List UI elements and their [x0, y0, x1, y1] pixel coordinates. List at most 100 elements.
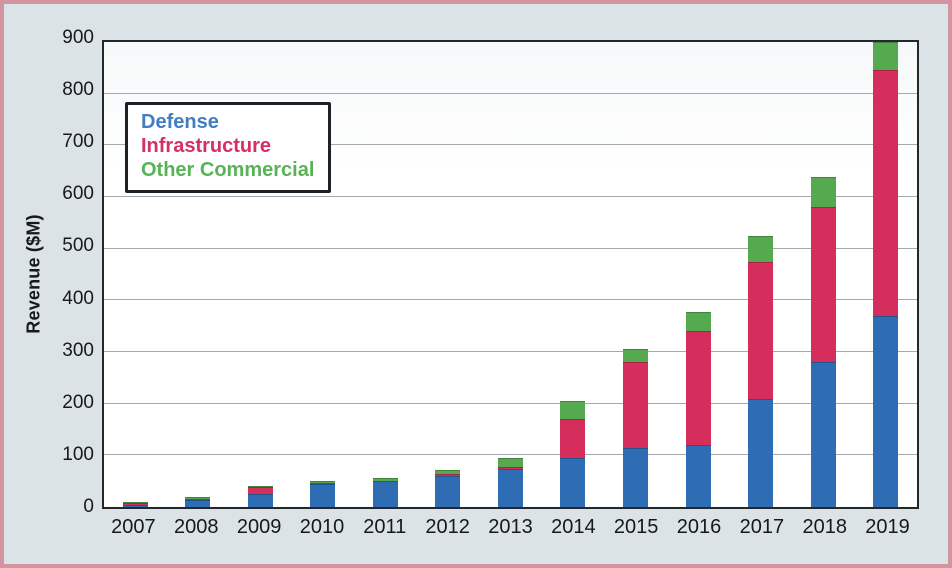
bar-segment-defense-2007: [122, 505, 148, 507]
bar-segment-infrastructure-2016: [685, 331, 711, 445]
gridline-300: [104, 351, 917, 352]
stacked-bar-2019: [873, 42, 899, 507]
gridline-100: [104, 454, 917, 456]
stacked-bar-2014: [560, 401, 586, 507]
bar-segment-other-commercial-2017: [748, 235, 774, 262]
bar-slot-2013: [479, 457, 542, 507]
x-tick-label-2017: 2017: [739, 516, 785, 538]
bar-segment-defense-2017: [748, 398, 774, 507]
stacked-bar-2009: [247, 485, 273, 507]
legend-item-other-commercial: Other Commercial: [141, 159, 315, 181]
bar-segment-other-commercial-2013: [497, 457, 523, 468]
bar-slot-2012: [417, 470, 480, 507]
stacked-bar-2013: [497, 457, 523, 507]
bar-slot-2011: [354, 478, 417, 507]
bar-segment-defense-2014: [560, 457, 586, 507]
bar-slot-2018: [792, 177, 855, 507]
x-tick-label-2015: 2015: [613, 516, 659, 538]
y-tick-label-100: 100: [62, 443, 94, 465]
stacked-bar-2010: [310, 481, 336, 507]
bar-segment-infrastructure-2007: [122, 502, 148, 506]
bar-segment-infrastructure-2015: [623, 362, 649, 448]
gridline-400: [104, 299, 917, 301]
stacked-bar-2007: [122, 502, 148, 507]
stacked-bar-2018: [810, 177, 836, 507]
y-tick-label-800: 800: [62, 79, 94, 101]
x-tick-label-2010: 2010: [299, 516, 345, 538]
bar-segment-other-commercial-2007: [122, 502, 148, 503]
bar-segment-defense-2015: [623, 447, 649, 507]
stacked-bar-2011: [372, 478, 398, 507]
gridline-600: [104, 196, 917, 197]
bar-segment-defense-2012: [435, 476, 461, 507]
x-tick-label-2012: 2012: [425, 516, 470, 538]
bar-segment-infrastructure-2011: [372, 480, 398, 482]
legend-item-defense: Defense: [141, 111, 219, 133]
y-tick-label-500: 500: [62, 235, 94, 257]
y-tick-label-700: 700: [62, 131, 94, 153]
bar-segment-infrastructure-2010: [310, 483, 336, 484]
stacked-bar-2012: [435, 470, 461, 507]
bar-slot-2019: [854, 42, 917, 507]
bar-segment-other-commercial-2014: [560, 401, 586, 420]
bar-slot-2007: [104, 502, 167, 507]
y-tick-label-0: 0: [83, 496, 94, 517]
bar-segment-infrastructure-2019: [873, 70, 899, 316]
bar-segment-other-commercial-2018: [810, 177, 836, 208]
stacked-bar-2016: [685, 312, 711, 507]
bar-segment-infrastructure-2009: [247, 487, 273, 495]
bar-segment-other-commercial-2019: [873, 42, 899, 71]
bars-layer: [104, 42, 917, 507]
bar-segment-other-commercial-2011: [372, 478, 398, 481]
legend: Defense Infrastructure Other Commercial: [125, 102, 332, 193]
bar-segment-other-commercial-2015: [623, 349, 649, 363]
y-tick-label-300: 300: [62, 339, 94, 361]
legend-item-infrastructure: Infrastructure: [141, 135, 272, 157]
stacked-bar-2017: [748, 235, 774, 507]
bar-segment-infrastructure-2014: [560, 419, 586, 458]
bar-segment-infrastructure-2008: [185, 498, 211, 500]
x-tick-label-2019: 2019: [865, 516, 910, 538]
bar-segment-defense-2013: [497, 469, 523, 507]
bar-slot-2010: [292, 481, 355, 507]
bar-slot-2016: [667, 312, 730, 507]
x-tick-label-2007: 2007: [111, 516, 156, 538]
bar-segment-other-commercial-2008: [185, 496, 211, 499]
bar-segment-infrastructure-2017: [748, 261, 774, 399]
plot-area: Defense Infrastructure Other Commercial: [102, 40, 919, 509]
x-axis-ticks: 2007 2008 2009 2010 2011 2012 2013 2014 2015 2016…: [102, 516, 919, 539]
stacked-bar-2015: [623, 349, 649, 507]
gridlines: [104, 42, 917, 507]
bar-segment-infrastructure-2012: [435, 474, 461, 476]
x-tick-label-2013: 2013: [488, 516, 533, 538]
bar-segment-defense-2008: [185, 499, 211, 507]
gridline-500: [104, 247, 917, 249]
bar-slot-2009: [229, 485, 292, 507]
x-tick-label-2008: 2008: [174, 516, 219, 538]
bar-slot-2014: [542, 401, 605, 507]
bar-segment-defense-2019: [873, 315, 899, 507]
bar-slot-2008: [167, 496, 230, 507]
x-tick-label-2018: 2018: [802, 516, 847, 538]
bar-segment-other-commercial-2010: [310, 481, 336, 484]
y-tick-label-900: 900: [62, 27, 94, 48]
bar-segment-infrastructure-2013: [497, 467, 523, 470]
bar-segment-defense-2011: [372, 481, 398, 507]
y-tick-label-200: 200: [62, 391, 94, 413]
x-tick-label-2011: 2011: [363, 516, 407, 538]
bar-slot-2017: [729, 235, 792, 507]
x-tick-label-2009: 2009: [236, 516, 282, 538]
bar-segment-infrastructure-2018: [810, 207, 836, 363]
gridline-800: [104, 92, 917, 94]
bar-segment-other-commercial-2012: [435, 470, 461, 475]
x-tick-label-2016: 2016: [676, 516, 722, 538]
y-axis-ticks: 0 100 200 300 400 500 600 700 800 900: [4, 27, 94, 517]
gridline-200: [104, 402, 917, 404]
bar-segment-other-commercial-2016: [685, 312, 711, 332]
stacked-bar-2008: [185, 496, 211, 507]
x-tick-label-2014: 2014: [551, 516, 596, 538]
bar-slot-2015: [604, 349, 667, 507]
bar-segment-defense-2016: [685, 445, 711, 507]
y-tick-label-600: 600: [62, 183, 94, 205]
